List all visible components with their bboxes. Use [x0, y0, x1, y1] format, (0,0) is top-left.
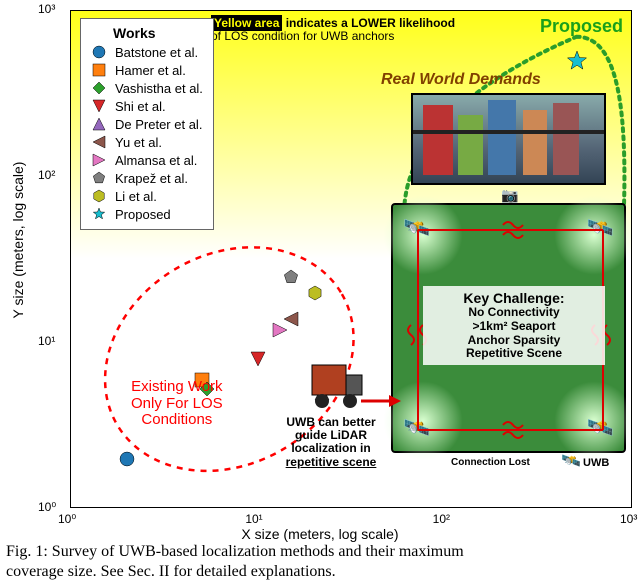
existing-work-label: Existing Work Only For LOS Conditions [131, 379, 223, 429]
legend-label: Almansa et al. [115, 153, 197, 168]
data-point [271, 321, 289, 339]
key-challenge-box: Key Challenge: No Connectivity >1km² Sea… [423, 286, 605, 365]
y-tick-label: 10⁰ [38, 500, 56, 514]
legend-marker [89, 133, 109, 151]
y-tick-label: 10¹ [38, 334, 55, 348]
legend-label: Shi et al. [115, 99, 166, 114]
caption-label: Fig. 1: [6, 543, 48, 560]
legend-marker [89, 61, 109, 79]
legend-item: Almansa et al. [89, 151, 203, 169]
legend-item: Vashistha et al. [89, 79, 203, 97]
legend-item: Shi et al. [89, 97, 203, 115]
yellow-area-note: Yellow area indicates a LOWER likelihood… [211, 17, 455, 43]
y-tick-label: 10³ [38, 2, 55, 16]
uwb-label: UWB [583, 457, 609, 469]
data-point [118, 450, 136, 468]
legend-marker [89, 43, 109, 61]
legend-item: Krapež et al. [89, 169, 203, 187]
legend-marker [89, 169, 109, 187]
legend-label: Hamer et al. [115, 63, 186, 78]
caption-text-1: Survey of UWB-based localization methods… [48, 543, 464, 560]
legend-label: Batstone et al. [115, 45, 198, 60]
legend-marker [89, 97, 109, 115]
real-world-demands-label: Real World Demands [381, 71, 541, 89]
legend-item: Proposed [89, 205, 203, 223]
legend-label: Proposed [115, 207, 171, 222]
legend-label: Li et al. [115, 189, 157, 204]
data-point [565, 49, 589, 73]
legend-marker [89, 205, 109, 223]
connection-lost-label: Connection Lost [451, 457, 530, 468]
data-point [282, 268, 300, 286]
camera-icon: 📷 [501, 187, 518, 204]
x-axis-label: X size (meters, log scale) [0, 526, 640, 542]
uwb-guide-note: UWB can better guide LiDAR localization … [266, 416, 396, 469]
figure-root: Yellow area indicates a LOWER likelihood… [0, 0, 640, 566]
legend-item: Hamer et al. [89, 61, 203, 79]
truck-icon [306, 361, 366, 416]
legend-item: Yu et al. [89, 133, 203, 151]
legend-marker [89, 115, 109, 133]
legend-item: Batstone et al. [89, 43, 203, 61]
legend-item: Li et al. [89, 187, 203, 205]
truck-arrow [361, 391, 401, 411]
legend-label: De Preter et al. [115, 117, 202, 132]
x-tick-label: 10⁰ [58, 512, 76, 526]
legend-marker [89, 151, 109, 169]
legend-title: Works [89, 25, 203, 43]
y-axis-label: Y size (meters, log scale) [10, 90, 26, 390]
data-point [249, 350, 267, 368]
uwb-anchor-icon: 🛰️ [561, 451, 581, 471]
x-tick-label: 10¹ [245, 512, 262, 526]
x-tick-label: 10² [433, 512, 450, 526]
legend-marker [89, 187, 109, 205]
legend-item: De Preter et al. [89, 115, 203, 133]
legend-marker [89, 79, 109, 97]
legend-label: Vashistha et al. [115, 81, 203, 96]
data-point [306, 284, 324, 302]
proposed-label: Proposed [540, 17, 623, 37]
legend-label: Yu et al. [115, 135, 162, 150]
legend-label: Krapež et al. [115, 171, 188, 186]
real-world-photo-inset [411, 93, 606, 185]
figure-caption: Fig. 1: Survey of UWB-based localization… [6, 542, 634, 582]
y-tick-label: 10² [38, 168, 55, 182]
legend: Works Batstone et al. Hamer et al. Vashist… [80, 18, 214, 230]
x-tick-label: 10³ [620, 512, 637, 526]
